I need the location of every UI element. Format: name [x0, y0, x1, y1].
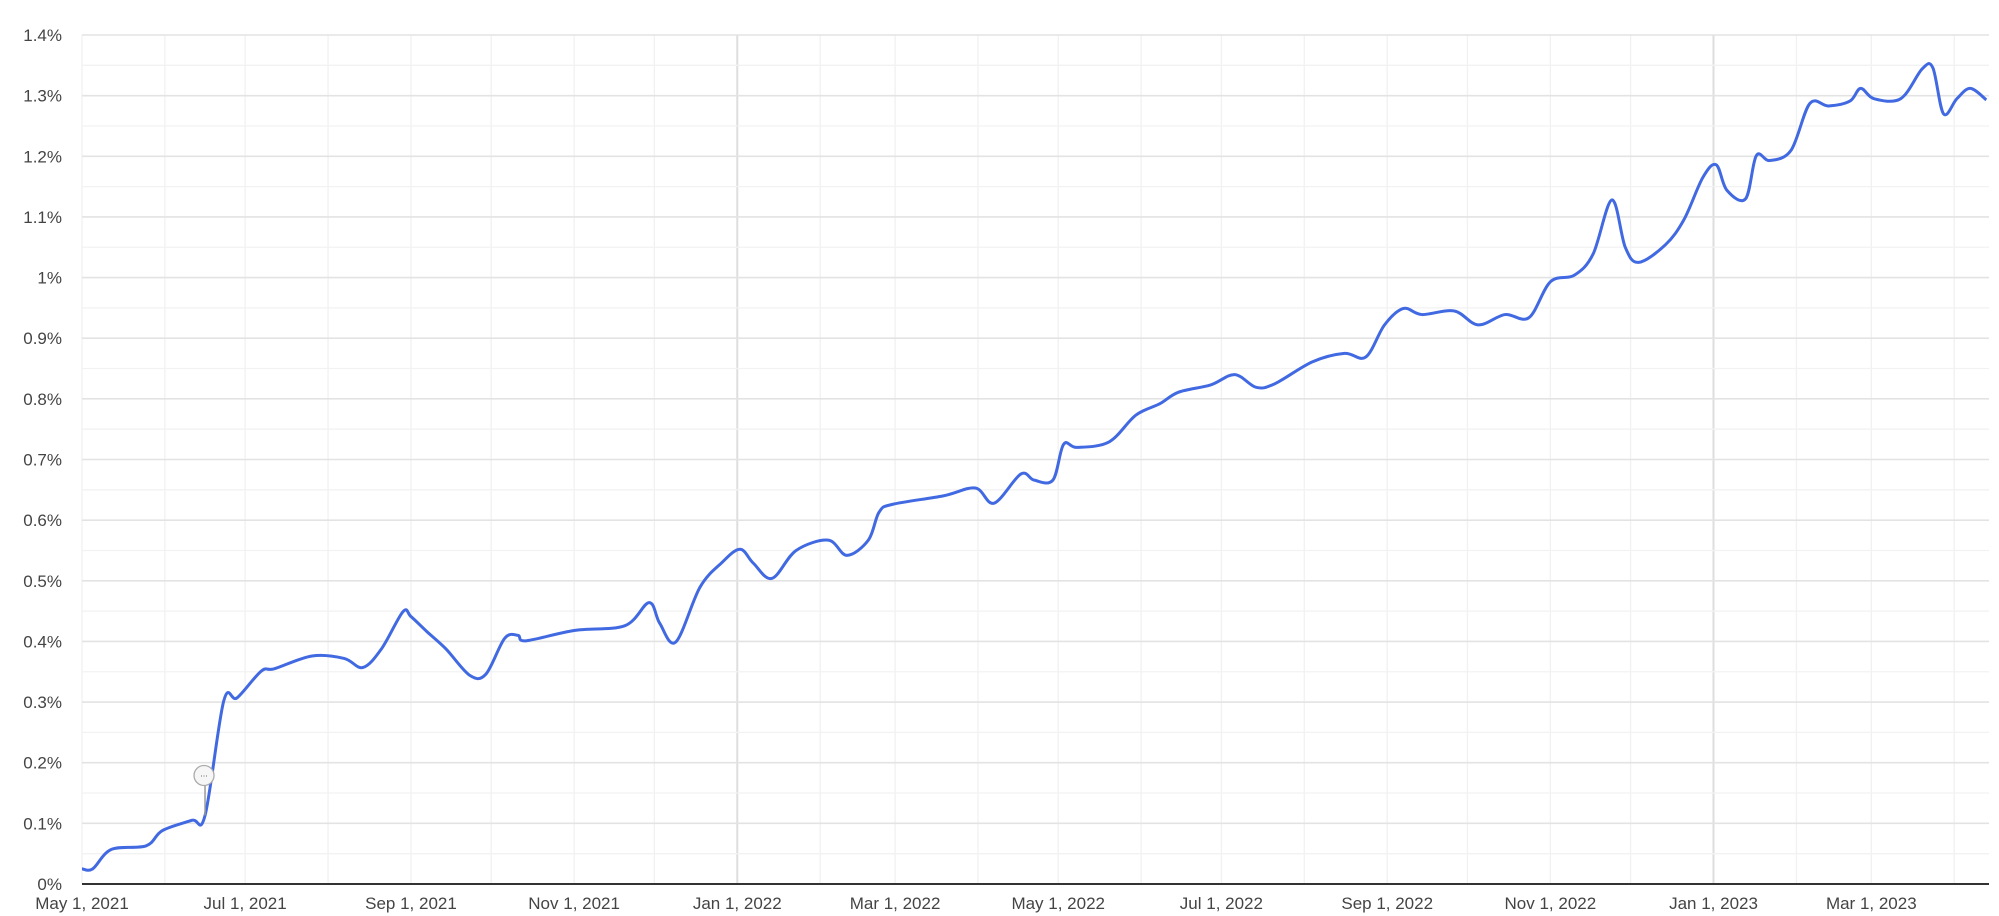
y-tick-label: 0.6% [23, 511, 62, 530]
y-axis: 0% 0.1% 0.2% 0.3% 0.4% 0.5% 0.6% 0.7% 0.8% 0.9% 1%… [23, 26, 62, 894]
y-tick-label: 0.4% [23, 632, 62, 651]
y-tick-label: 1.2% [23, 147, 62, 166]
series [81, 61, 1988, 872]
y-tick-label: 0.2% [23, 754, 62, 773]
series-line [81, 61, 1988, 872]
y-tick-label: 0.5% [23, 572, 62, 591]
x-tick-label: Sep 1, 2022 [1341, 894, 1433, 913]
y-tick-label: 0.7% [23, 451, 62, 470]
x-tick-label: Mar 1, 2023 [1826, 894, 1917, 913]
y-tick-label: 0.8% [23, 390, 62, 409]
x-tick-label: Nov 1, 2021 [528, 894, 620, 913]
annotation-bubble-icon [193, 764, 215, 787]
x-axis: May 1, 2021 Jul 1, 2021 Sep 1, 2021 Nov 1, … [35, 894, 1916, 913]
x-tick-label: Jan 1, 2023 [1669, 894, 1758, 913]
y-tick-label: 1.4% [23, 26, 62, 45]
x-tick-label: Nov 1, 2022 [1505, 894, 1597, 913]
x-tick-label: May 1, 2021 [35, 894, 129, 913]
annotation-label: ... [200, 768, 208, 778]
y-tick-label: 0.1% [23, 814, 62, 833]
x-tick-label: Mar 1, 2022 [850, 894, 941, 913]
y-tick-label: 1.3% [23, 87, 62, 106]
grid [81, 34, 1989, 885]
x-tick-label: May 1, 2022 [1011, 894, 1105, 913]
x-tick-label: Jul 1, 2022 [1180, 894, 1263, 913]
x-tick-label: Jul 1, 2021 [204, 894, 287, 913]
y-tick-label: 0% [37, 875, 62, 894]
y-tick-label: 1.1% [23, 208, 62, 227]
annotations[interactable]: ... [193, 764, 215, 816]
x-tick-label: Jan 1, 2022 [693, 894, 782, 913]
y-tick-label: 1% [37, 269, 62, 288]
y-tick-label: 0.3% [23, 693, 62, 712]
x-tick-label: Sep 1, 2021 [365, 894, 457, 913]
y-tick-label: 0.9% [23, 329, 62, 348]
